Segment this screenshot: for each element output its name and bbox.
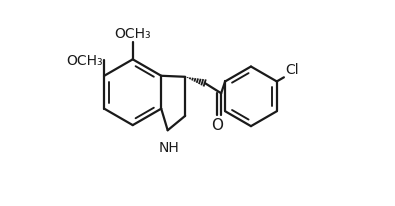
Text: OCH₃: OCH₃ bbox=[115, 27, 151, 41]
Text: NH: NH bbox=[158, 140, 179, 154]
Text: OCH₃: OCH₃ bbox=[66, 54, 103, 68]
Text: O: O bbox=[211, 118, 223, 133]
Text: Cl: Cl bbox=[285, 63, 299, 77]
